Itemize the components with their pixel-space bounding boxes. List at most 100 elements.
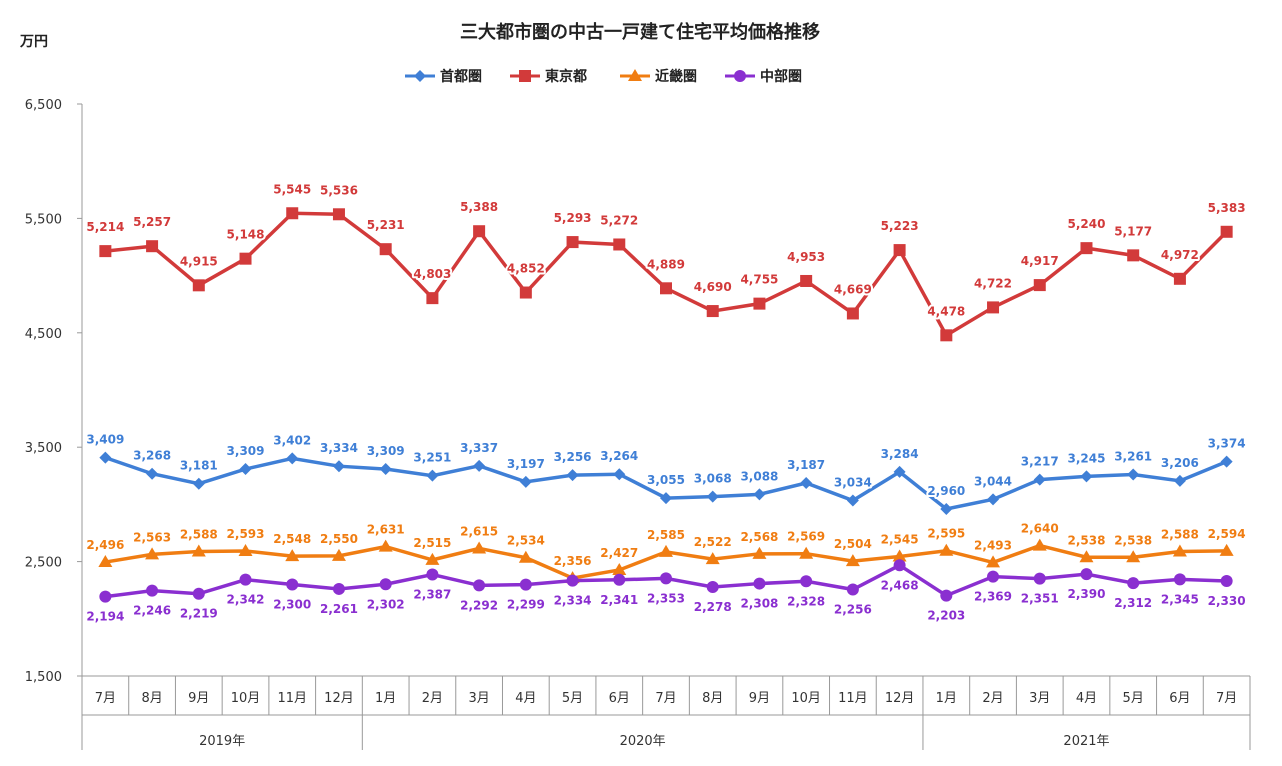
data-label: 5,257 [133, 215, 171, 229]
data-point [378, 539, 393, 552]
data-point [99, 451, 112, 464]
data-label: 3,245 [1067, 451, 1105, 465]
x-tick-label: 3月 [1029, 691, 1050, 706]
x-tick-label: 4月 [1076, 691, 1097, 706]
data-label: 2,538 [1114, 533, 1152, 547]
x-tick-label: 9月 [749, 691, 770, 706]
data-label: 2,194 [86, 610, 124, 624]
legend: 首都圏 東京都 近畿圏 中部圏 [405, 68, 802, 85]
data-label: 2,328 [787, 594, 825, 608]
data-label: 5,214 [86, 220, 124, 234]
data-point [286, 452, 299, 465]
data-point [612, 562, 627, 575]
data-label: 2,334 [554, 594, 592, 608]
data-point [192, 477, 205, 490]
data-label: 2,353 [647, 591, 685, 605]
series-近畿圏: 2,496 2,563 2,588 2,593 2,548 2,550 2,631 2,515… [84, 520, 1248, 584]
data-point [734, 70, 746, 82]
data-label: 2,300 [273, 597, 311, 611]
y-tick-label: 2,500 [25, 556, 62, 571]
data-label: 2,256 [834, 603, 872, 617]
data-point [753, 297, 766, 310]
data-point [660, 572, 672, 585]
data-point [706, 580, 719, 593]
data-label: 4,852 [507, 262, 545, 276]
data-label: 2,493 [974, 538, 1012, 552]
x-tick-label: 11月 [277, 691, 307, 706]
data-point [286, 578, 299, 591]
data-label: 5,148 [227, 228, 265, 242]
data-label: 2,640 [1021, 522, 1059, 536]
data-label: 5,223 [881, 219, 919, 233]
x-tick-label: 7月 [1216, 691, 1237, 706]
data-point [1127, 468, 1140, 481]
data-point [379, 578, 392, 591]
data-label: 2,308 [740, 597, 778, 611]
data-label: 3,334 [320, 441, 358, 455]
x-tick-label: 5月 [562, 691, 583, 706]
data-point [286, 207, 299, 220]
data-label: 2,585 [647, 528, 685, 542]
x-tick-label: 8月 [141, 691, 162, 706]
data-label: 2,299 [507, 598, 545, 612]
x-tick-label: 6月 [1169, 691, 1190, 706]
x-tick-label: 10月 [231, 691, 261, 706]
data-label: 2,538 [1067, 533, 1105, 547]
data-label: 3,409 [86, 433, 124, 447]
x-tick-label: 1月 [375, 691, 396, 706]
data-label: 2,496 [86, 538, 124, 552]
data-point [566, 574, 579, 587]
data-label: 5,240 [1067, 217, 1105, 231]
data-label: 3,088 [740, 469, 778, 483]
data-point [987, 570, 1000, 583]
series-東京都: 5,214 5,257 4,915 5,148 5,545 5,536 5,231 4,803… [84, 180, 1248, 342]
data-label: 2,550 [320, 532, 358, 546]
data-label: 5,388 [460, 200, 498, 214]
data-point [846, 494, 859, 507]
data-point [566, 236, 579, 249]
data-label: 5,272 [600, 213, 638, 227]
data-point [1080, 470, 1093, 483]
series-group: 3,409 3,268 3,181 3,309 3,402 3,334 3,309 3,251… [84, 180, 1248, 626]
series-line [105, 211, 1228, 338]
data-point [846, 307, 859, 320]
data-point [986, 555, 1001, 568]
data-point [99, 590, 112, 603]
data-point [519, 286, 532, 299]
data-label: 2,960 [927, 484, 965, 498]
x-tick-label: 10月 [791, 691, 821, 706]
data-point [192, 587, 205, 600]
data-point [845, 554, 860, 567]
data-label: 2,594 [1208, 527, 1246, 541]
data-label: 2,203 [927, 609, 965, 623]
data-label: 3,034 [834, 476, 872, 490]
data-label: 4,803 [413, 267, 451, 281]
data-point [1173, 573, 1186, 586]
data-label: 4,889 [647, 257, 685, 271]
data-point [1172, 544, 1187, 557]
series-中部圏: 2,194 2,246 2,219 2,342 2,300 2,261 2,302 2,387… [84, 559, 1248, 626]
data-point [566, 469, 579, 482]
data-label: 2,568 [740, 530, 778, 544]
data-label: 3,181 [180, 459, 218, 473]
legend-item: 近畿圏 [620, 68, 697, 85]
y-tick-label: 5,500 [25, 212, 62, 227]
legend-label: 首都圏 [440, 68, 482, 85]
data-point [331, 548, 346, 561]
data-point [238, 543, 253, 556]
data-point [239, 252, 252, 265]
data-label: 3,068 [694, 472, 732, 486]
x-tick-label: 12月 [885, 691, 915, 706]
x-tick-label: 7月 [655, 691, 676, 706]
data-point [519, 475, 532, 488]
data-point [1033, 572, 1046, 585]
data-point [846, 583, 859, 596]
data-label: 2,351 [1021, 592, 1059, 606]
data-label: 5,231 [367, 218, 405, 232]
data-label: 2,278 [694, 600, 732, 614]
x-tick-label: 4月 [515, 691, 536, 706]
x-tick-label: 2月 [982, 691, 1003, 706]
data-point [628, 69, 642, 81]
data-label: 4,915 [180, 254, 218, 268]
x-tick-label: 2月 [422, 691, 443, 706]
